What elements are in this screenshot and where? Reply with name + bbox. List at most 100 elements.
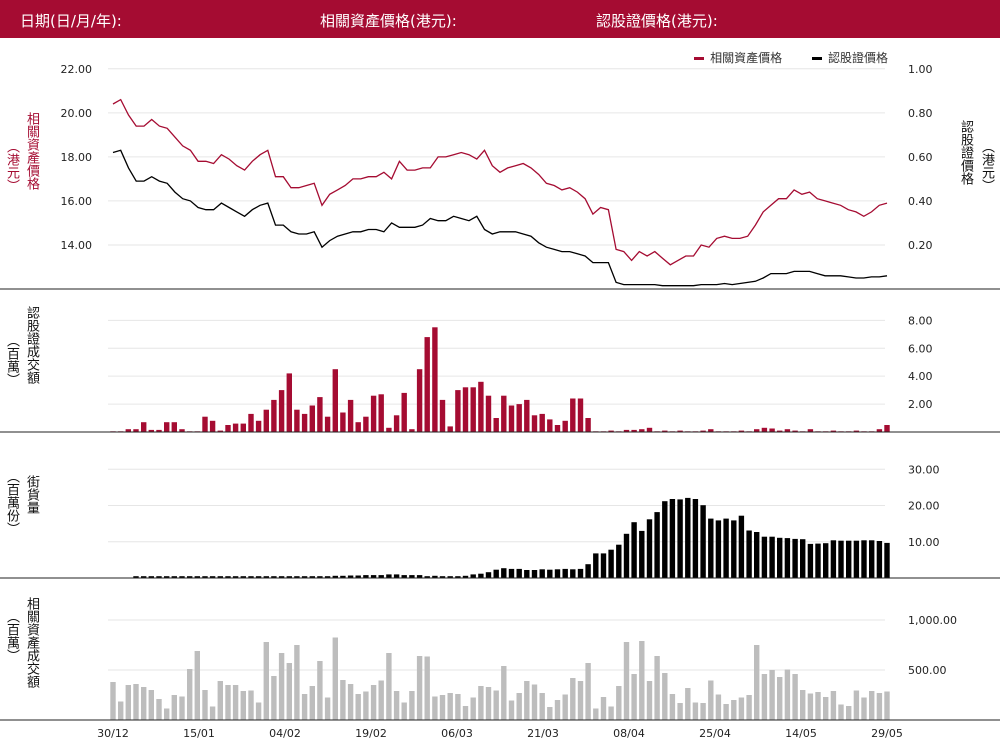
- legend-item-warrant[interactable]: 認股證價格: [811, 49, 888, 66]
- warrant-turnover-bar: [539, 413, 545, 432]
- outstanding-bar: [570, 569, 576, 578]
- outstanding-bar: [577, 568, 584, 578]
- x-axis-date-label: 21/03: [527, 727, 559, 740]
- warrant-turnover-bar: [769, 428, 775, 432]
- underlying-turnover-bar: [708, 680, 714, 720]
- underlying-turnover-bar: [861, 697, 867, 720]
- warrant-turnover-bar: [577, 398, 584, 432]
- outstanding-bar: [639, 530, 645, 578]
- outstanding-bar: [332, 575, 338, 578]
- underlying-turnover-bar: [692, 702, 699, 720]
- outstanding-bar: [317, 576, 323, 578]
- underlying-turnover-bar: [884, 691, 890, 720]
- outstanding-bar: [738, 515, 745, 578]
- warrant-turnover-bar: [608, 430, 614, 432]
- outstanding-bar: [470, 574, 476, 578]
- warrant-turnover-bar: [807, 429, 814, 432]
- outstanding-bar: [232, 576, 239, 578]
- outstanding-bar: [600, 553, 607, 578]
- outstanding-bar: [838, 540, 844, 578]
- outstanding-bar: [792, 538, 798, 578]
- outstanding-bar: [539, 569, 545, 578]
- price-right-tick-label: 0.20: [908, 239, 933, 252]
- outstanding-bar: [654, 512, 660, 578]
- warrant-turnover-bar: [531, 415, 538, 432]
- outstanding-bar: [662, 501, 668, 578]
- warrant-turnover-bar: [884, 425, 890, 432]
- warrant-turnover-bar: [646, 427, 653, 432]
- warrant-turnover-bar: [363, 416, 369, 432]
- underlying-turnover-bar: [639, 641, 645, 720]
- warrant-turnover-tick-label: 4.00: [908, 370, 933, 383]
- underlying-turnover-bar: [217, 681, 223, 720]
- warrant-turnover-bar: [777, 430, 783, 432]
- outstanding-axis-title: 街貨量: [24, 475, 39, 514]
- x-axis-date-label: 14/05: [785, 727, 817, 740]
- outstanding-bar: [202, 576, 208, 578]
- warrant-turnover-bar: [401, 392, 407, 432]
- underlying-turnover-bar: [263, 642, 269, 720]
- warrant-turnover-bar: [386, 427, 392, 432]
- warrant-turnover-bar: [631, 429, 637, 432]
- underlying-turnover-bar: [669, 694, 676, 720]
- x-axis-date-label: 06/03: [441, 727, 473, 740]
- outstanding-bar: [700, 505, 706, 578]
- legend-item-underlying[interactable]: 相關資產價格: [694, 49, 782, 66]
- underlying-turnover-bar: [562, 694, 568, 720]
- underlying-turnover-bar: [746, 695, 752, 720]
- underlying-price-axis-title: 相關資產價格: [24, 112, 39, 190]
- outstanding-tick-label: 10.00: [908, 536, 940, 549]
- warrant-turnover-bar: [171, 422, 177, 432]
- warrant-turnover-bar: [202, 416, 208, 432]
- warrant-turnover-bar: [761, 427, 768, 432]
- outstanding-bar: [501, 568, 507, 578]
- outstanding-bar: [447, 576, 453, 578]
- underlying-turnover-bar: [455, 694, 461, 720]
- outstanding-bar: [309, 576, 315, 578]
- warrant-turnover-bar: [501, 395, 507, 432]
- underlying-turnover-bar: [539, 693, 545, 720]
- outstanding-bar: [225, 576, 231, 578]
- outstanding-bar: [677, 499, 683, 578]
- price-left-tick-label: 14.00: [61, 239, 93, 252]
- warrant-turnover-bar: [340, 412, 346, 432]
- warrant-turnover-bar: [347, 399, 354, 432]
- outstanding-bar: [485, 572, 492, 578]
- warrant-turnover-bar: [462, 387, 469, 432]
- outstanding-bar: [156, 576, 162, 578]
- outstanding-bar: [516, 568, 522, 578]
- underlying-turnover-bar: [738, 697, 745, 720]
- warrant-turnover-axis-title: 認股證成交額: [24, 306, 39, 384]
- underlying-turnover-bar: [271, 676, 277, 720]
- warrant-price-line: [112, 149, 888, 287]
- underlying-turnover-bar: [654, 656, 660, 720]
- underlying-turnover-bar: [585, 663, 591, 720]
- underlying-turnover-bar: [508, 700, 515, 720]
- outstanding-bar: [439, 576, 446, 578]
- warrant-turnover-bar: [141, 422, 147, 432]
- outstanding-bar: [669, 499, 676, 578]
- outstanding-bar: [240, 576, 246, 578]
- warrant-turnover-bar: [493, 418, 499, 432]
- underlying-turnover-bar: [309, 686, 315, 720]
- underlying-turnover-bar: [324, 697, 331, 720]
- underlying-turnover-bar: [248, 690, 254, 720]
- underlying-turnover-bar: [355, 694, 361, 720]
- warrant-turnover-bar: [853, 430, 860, 432]
- warrant-turnover-bar: [623, 429, 630, 432]
- outstanding-bar: [347, 575, 354, 578]
- warrant-turnover-bar: [570, 398, 576, 432]
- legend-label-underlying: 相關資產價格: [710, 51, 783, 65]
- x-axis-date-label: 15/01: [183, 727, 215, 740]
- underlying-turnover-bar: [876, 693, 883, 720]
- underlying-turnover-bar: [347, 684, 354, 720]
- warrant-turnover-bar: [662, 430, 668, 432]
- underlying-turnover-bar: [777, 677, 783, 720]
- underlying-turnover-bar: [301, 694, 308, 720]
- outstanding-bar: [187, 576, 193, 578]
- warrant-turnover-bar: [225, 425, 231, 432]
- outstanding-bar: [286, 576, 292, 578]
- underlying-turnover-bar: [133, 684, 139, 720]
- outstanding-bar: [884, 542, 890, 578]
- underlying-turnover-bar: [800, 690, 806, 720]
